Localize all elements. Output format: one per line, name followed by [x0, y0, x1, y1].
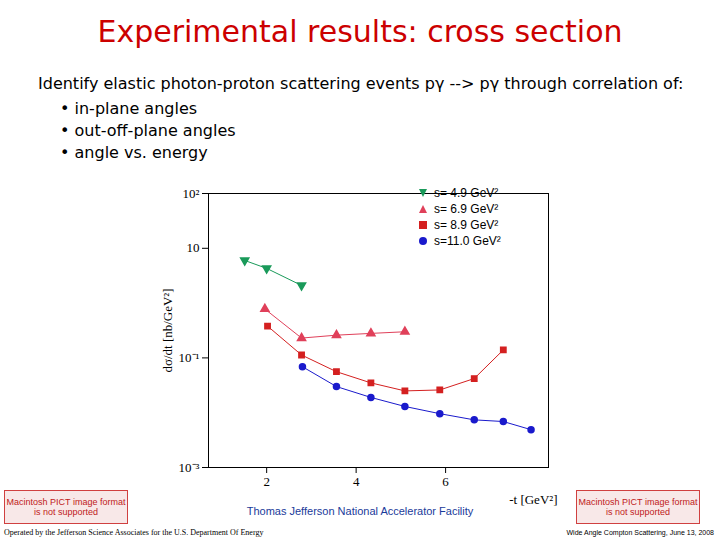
html-text:Identify elastic photon-proton: Identify elastic photon-proton scatterin…: [38, 74, 684, 93]
html-text:s= 6.9 GeV²: s= 6.9 GeV²: [434, 202, 499, 216]
svg-text:-t [GeV²]: -t [GeV²]: [509, 492, 557, 507]
html-text:Wide Angle Compton Scattering,: Wide Angle Compton Scattering, June 13, …: [566, 529, 714, 536]
html-text:Macintosh PICT image format is: Macintosh PICT image format is not suppo…: [578, 497, 698, 517]
html-text:in-plane angles: in-plane angles: [74, 99, 198, 118]
html-text:Experimental results: cross se: Experimental results: cross section: [97, 14, 623, 49]
html-text:s=11.0 GeV²: s=11.0 GeV²: [434, 234, 501, 248]
svg-text:2: 2: [263, 474, 270, 489]
svg-text:4: 4: [353, 474, 360, 489]
html-text:out-off-plane angles: out-off-plane angles: [74, 121, 236, 140]
svg-text:dσ/dt [nb/GeV²]: dσ/dt [nb/GeV²]: [160, 288, 175, 372]
html-text:Macintosh PICT image format is: Macintosh PICT image format is not suppo…: [6, 497, 126, 517]
html-text:Operated by the Jefferson Scie: Operated by the Jefferson Science Associ…: [4, 528, 264, 537]
svg-text:10⁻¹: 10⁻¹: [179, 350, 200, 365]
svg-text:10⁻³: 10⁻³: [179, 460, 200, 475]
html-text:s= 8.9 GeV²: s= 8.9 GeV²: [434, 218, 499, 232]
svg-text:6: 6: [442, 474, 449, 489]
html-text:s= 4.9 GeV²: s= 4.9 GeV²: [434, 186, 499, 200]
svg-text:10: 10: [187, 240, 200, 255]
html-text:Thomas Jefferson National Acce: Thomas Jefferson National Accelerator Fa…: [246, 505, 474, 517]
html-text:angle vs. energy: angle vs. energy: [74, 143, 208, 162]
svg-text:10²: 10²: [183, 186, 200, 201]
